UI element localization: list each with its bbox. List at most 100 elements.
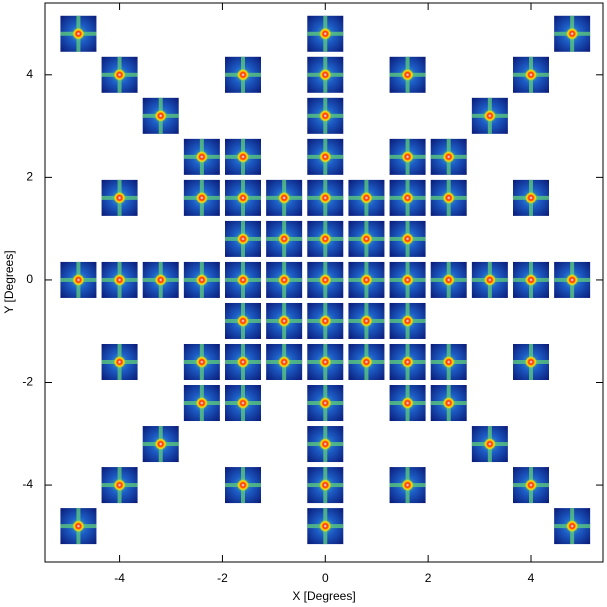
psf-tile — [348, 220, 385, 257]
psf-tile — [513, 343, 549, 380]
psf-tile — [142, 97, 179, 134]
tile-core — [319, 314, 332, 327]
tile-core — [195, 150, 208, 163]
tile-core — [154, 438, 167, 451]
psf-tile — [430, 343, 467, 380]
y-tick-label: 0 — [26, 272, 33, 286]
tile-core — [319, 27, 332, 40]
psf-tile — [183, 179, 220, 216]
psf-tile — [513, 56, 549, 93]
tile-core — [442, 397, 455, 410]
tile-core — [401, 314, 414, 327]
psf-tile — [554, 261, 591, 298]
tile-core — [401, 479, 414, 492]
tile-core — [154, 109, 167, 122]
psf-tile — [142, 261, 179, 298]
psf-tile — [389, 467, 426, 504]
psf-tile — [471, 261, 508, 298]
tile-core — [278, 355, 291, 368]
tile-core — [401, 150, 414, 163]
psf-tile — [266, 179, 303, 216]
tile-core — [442, 150, 455, 163]
tile-core — [237, 191, 249, 204]
psf-tile — [389, 220, 426, 257]
psf-tile — [183, 138, 220, 175]
psf-tile — [307, 179, 344, 216]
psf-tile — [101, 179, 138, 216]
tile-core — [566, 27, 579, 40]
psf-tile — [307, 97, 344, 134]
psf-tile — [225, 220, 261, 257]
tile-core — [195, 397, 208, 410]
tile-core — [195, 191, 208, 204]
psf-tile — [142, 426, 179, 463]
tile-core — [72, 27, 85, 40]
tile-core — [195, 273, 208, 286]
tile-core — [401, 273, 414, 286]
tile-core — [237, 397, 249, 410]
x-tick-label: 2 — [425, 571, 432, 585]
psf-tile — [225, 138, 261, 175]
y-tick-label: -2 — [22, 375, 33, 389]
tile-core — [360, 191, 373, 204]
tile-core — [319, 232, 332, 245]
tile-core — [319, 273, 332, 286]
psf-tile — [266, 261, 303, 298]
tile-core — [319, 150, 332, 163]
psf-tile — [60, 15, 97, 52]
psf-tile — [513, 467, 549, 504]
psf-tile — [430, 385, 467, 422]
psf-tile — [389, 302, 426, 339]
psf-tile — [430, 179, 467, 216]
psf-tile — [554, 15, 591, 52]
psf-tile — [389, 261, 426, 298]
psf-tile — [225, 343, 261, 380]
psf-tile — [60, 261, 97, 298]
psf-tile — [307, 261, 344, 298]
psf-tile — [225, 261, 261, 298]
psf-tile — [348, 179, 385, 216]
tile-core — [237, 232, 249, 245]
psf-tile — [266, 302, 303, 339]
x-tick-label: 0 — [322, 571, 329, 585]
tile-core — [319, 397, 332, 410]
tile-core — [566, 520, 579, 533]
tile-core — [237, 355, 249, 368]
psf-tile — [389, 56, 426, 93]
tile-core — [401, 397, 414, 410]
tile-core — [360, 232, 373, 245]
tile-core — [401, 232, 414, 245]
psf-tile — [101, 343, 138, 380]
tile-core — [319, 191, 332, 204]
tile-core — [483, 273, 496, 286]
tile-core — [401, 355, 414, 368]
tile-core — [566, 273, 579, 286]
tile-core — [237, 150, 249, 163]
psf-tile — [389, 385, 426, 422]
psf-tile — [101, 261, 138, 298]
psf-tile — [471, 426, 508, 463]
tile-core — [319, 109, 332, 122]
psf-tile — [513, 261, 549, 298]
psf-tile — [430, 138, 467, 175]
tile-core — [113, 273, 126, 286]
psf-tile — [348, 261, 385, 298]
x-axis-label: X [Degrees] — [292, 589, 355, 603]
y-tick-label: 4 — [26, 67, 33, 81]
psf-tile — [183, 385, 220, 422]
psf-tile — [554, 508, 591, 545]
tile-core — [72, 273, 85, 286]
tile-core — [401, 191, 414, 204]
psf-tile — [307, 508, 344, 545]
psf-tile — [389, 179, 426, 216]
psf-tile — [389, 138, 426, 175]
psf-tile — [60, 508, 97, 545]
psf-tile — [307, 467, 344, 504]
psf-tile — [348, 343, 385, 380]
tile-core — [525, 479, 537, 492]
tile-core — [525, 68, 537, 81]
tile-core — [278, 273, 291, 286]
y-tick-label: 2 — [26, 170, 33, 184]
tile-core — [483, 438, 496, 451]
